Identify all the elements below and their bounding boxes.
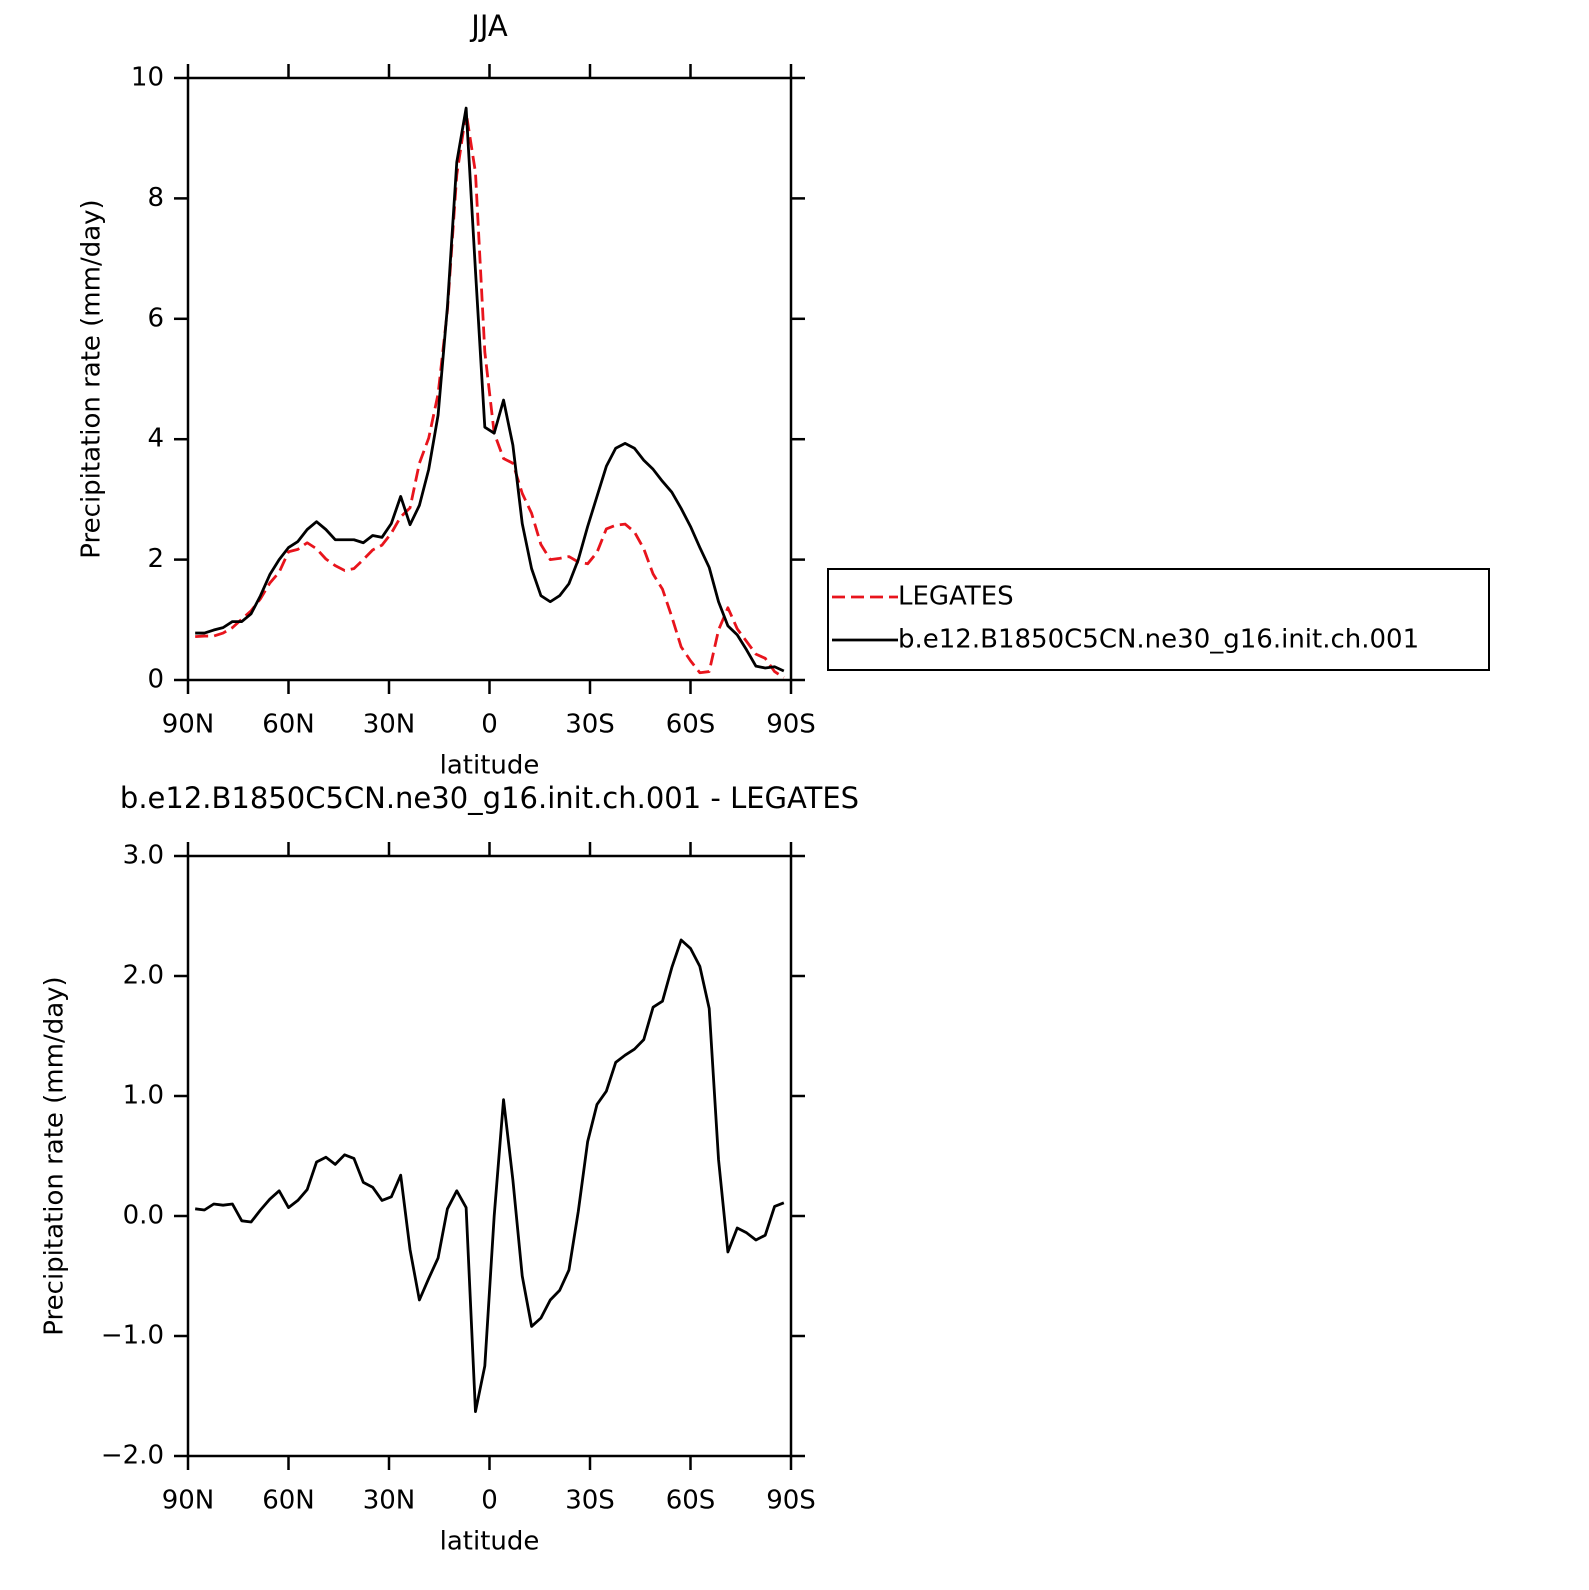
y-tick-label: 2.0 — [123, 961, 164, 991]
y-tick-label: 0 — [147, 665, 164, 695]
y-tick-label: −1.0 — [101, 1321, 164, 1351]
chart-title: b.e12.B1850C5CN.ne30_g16.init.ch.001 - L… — [120, 781, 859, 815]
x-tick-label: 60S — [666, 710, 716, 740]
legend-label: LEGATES — [898, 582, 1014, 612]
x-tick-label: 30S — [565, 1486, 615, 1516]
data-line — [195, 106, 785, 673]
legend-label: b.e12.B1850C5CN.ne30_g16.init.ch.001 — [898, 625, 1419, 655]
y-tick-label: 3.0 — [123, 841, 164, 871]
y-tick-label: 2 — [147, 544, 164, 574]
x-axis-label: latitude — [440, 751, 540, 781]
x-tick-label: 0 — [481, 710, 498, 740]
legend-box — [827, 568, 1490, 671]
x-tick-label: 30N — [363, 710, 416, 740]
data-line — [195, 110, 785, 679]
x-tick-label: 90N — [162, 1486, 215, 1516]
y-axis-label: Precipitation rate (mm/day) — [40, 976, 70, 1335]
x-tick-label: 60N — [262, 1486, 315, 1516]
x-tick-label: 90S — [766, 1486, 816, 1516]
x-tick-label: 90S — [766, 710, 816, 740]
plot-frame — [186, 76, 793, 682]
y-tick-label: 8 — [147, 183, 164, 213]
y-tick-label: 10 — [131, 63, 164, 93]
x-axis-label: latitude — [440, 1527, 540, 1557]
data-line — [194, 938, 785, 1413]
y-tick-label: 1.0 — [123, 1081, 164, 1111]
y-tick-label: 0.0 — [123, 1201, 164, 1231]
y-axis-label: Precipitation rate (mm/day) — [77, 199, 107, 558]
y-tick-label: 4 — [147, 424, 164, 454]
x-tick-label: 30N — [363, 1486, 416, 1516]
chart-title: JJA — [469, 9, 508, 43]
y-tick-label: 6 — [147, 303, 164, 333]
x-tick-label: 60S — [666, 1486, 716, 1516]
x-tick-label: 90N — [162, 710, 215, 740]
x-tick-label: 30S — [565, 710, 615, 740]
plot-frame — [186, 854, 793, 1458]
x-tick-label: 0 — [481, 1486, 498, 1516]
x-tick-label: 60N — [262, 710, 315, 740]
y-tick-label: −2.0 — [101, 1441, 164, 1471]
